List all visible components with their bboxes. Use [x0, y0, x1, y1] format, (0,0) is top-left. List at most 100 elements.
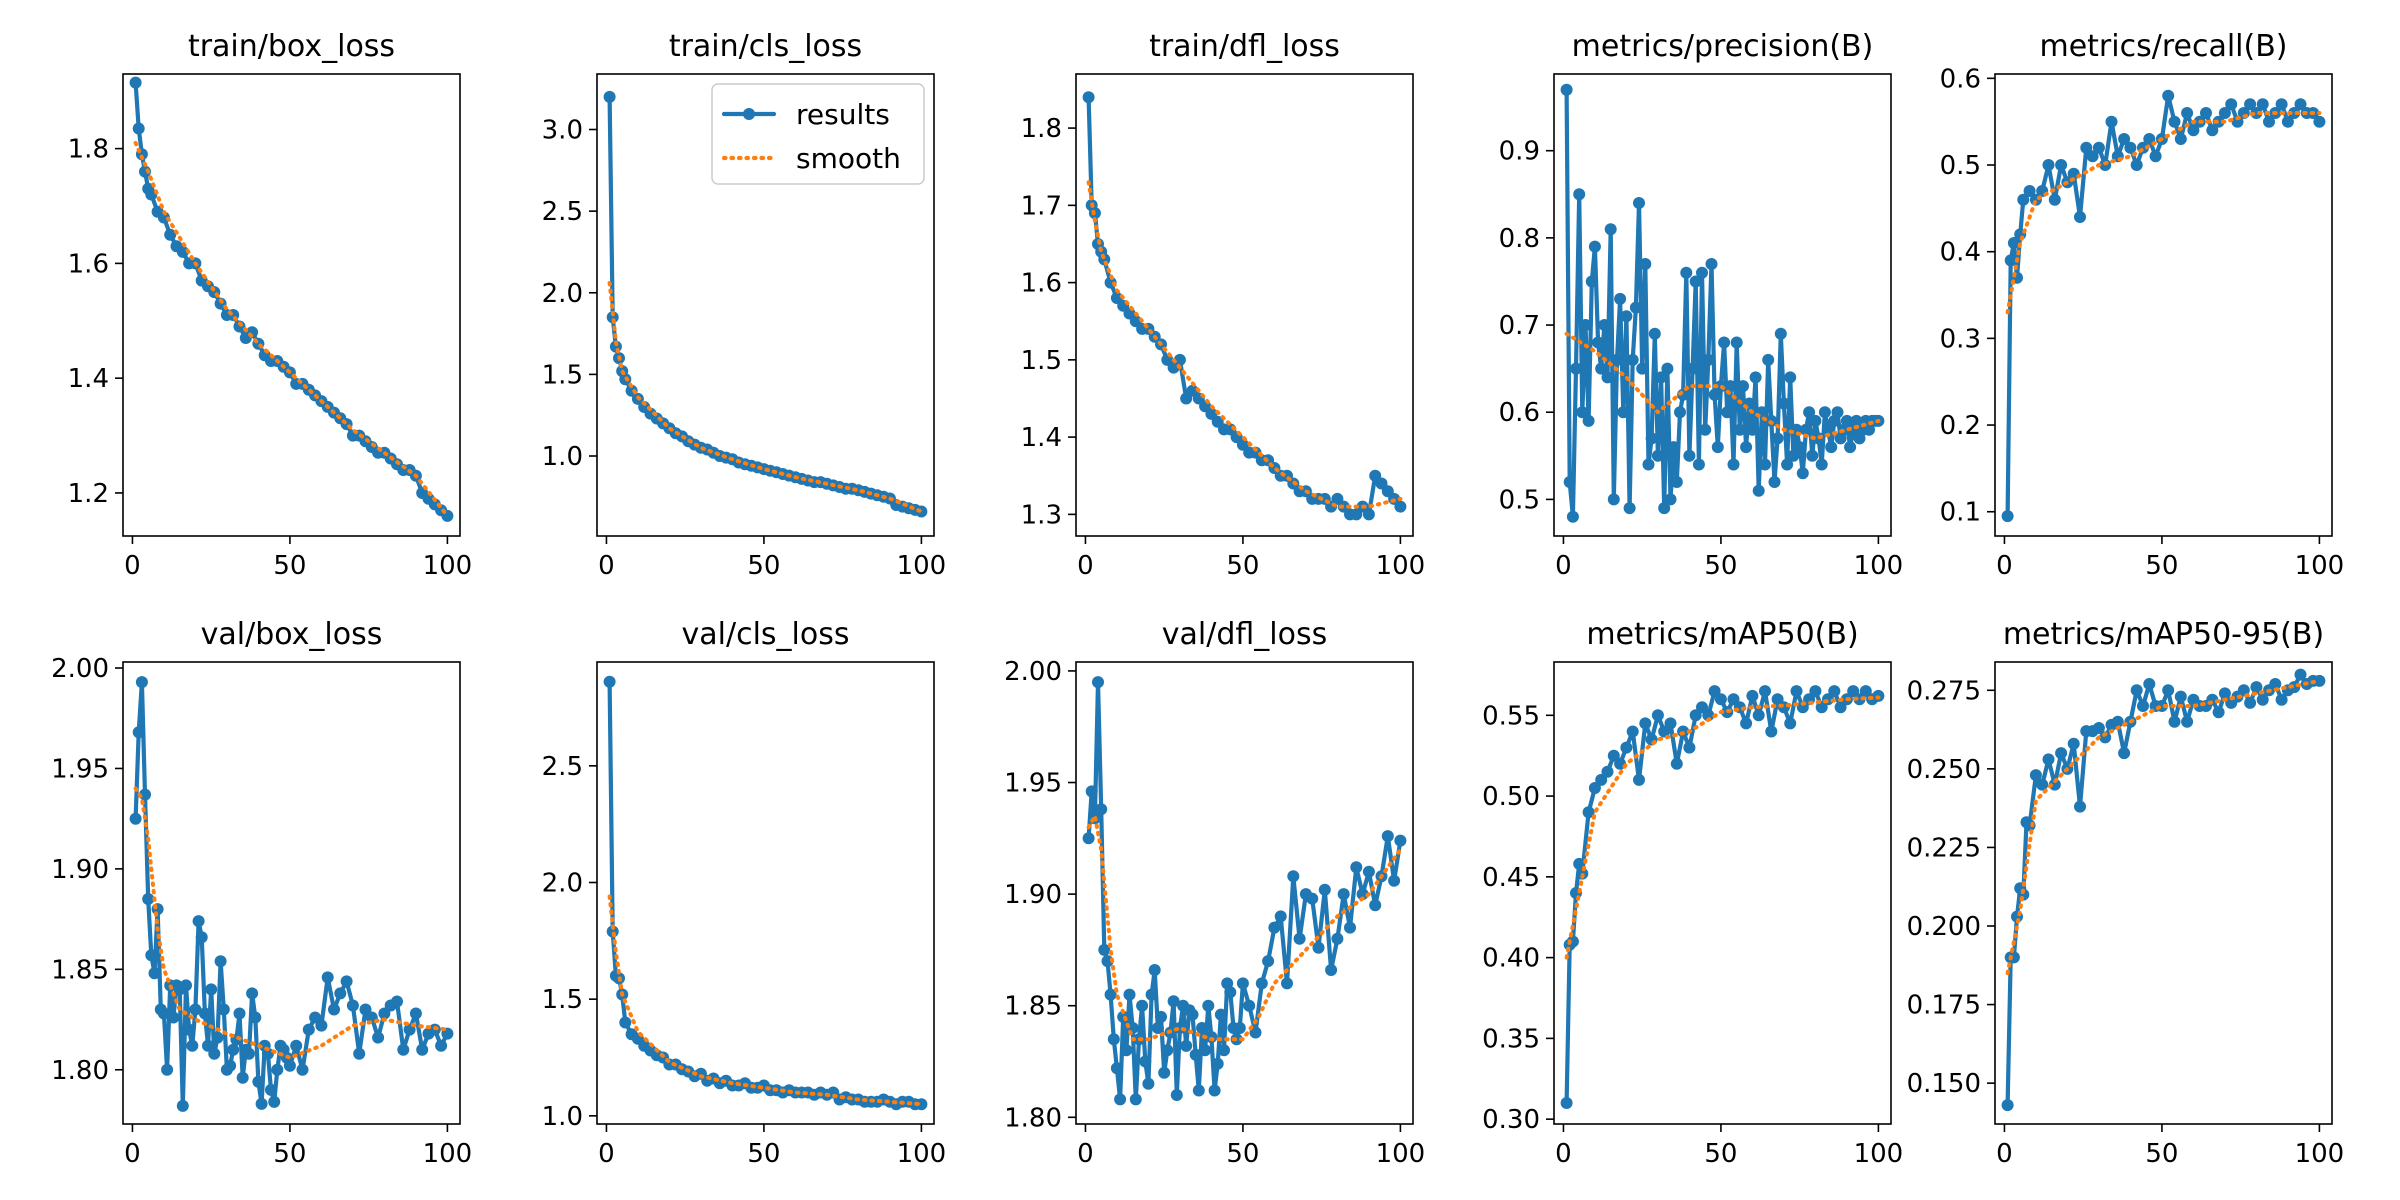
data-point [2042, 753, 2055, 766]
x-tick-label: 100 [897, 1139, 947, 1169]
data-point [243, 1047, 255, 1060]
y-tick-label: 0.250 [1907, 755, 1981, 785]
data-point [1101, 955, 1114, 968]
data-point [1331, 932, 1344, 945]
data-point [1733, 423, 1746, 436]
data-point [2004, 254, 2017, 267]
y-tick-label: 1.4 [68, 364, 109, 394]
data-point [346, 999, 359, 1012]
data-point [1233, 1022, 1246, 1034]
axes-frame [596, 73, 935, 537]
data-point [1139, 1055, 1152, 1068]
data-point [2162, 684, 2175, 697]
y-tick-label: 1.2 [68, 479, 109, 509]
data-point [321, 971, 334, 984]
x-tick-label: 50 [1226, 551, 1259, 581]
data-point [132, 726, 145, 739]
data-point [2275, 98, 2288, 111]
y-tick-label: 0.50 [1482, 782, 1540, 812]
data-point [1689, 709, 1702, 722]
data-point [2187, 124, 2200, 137]
data-point [1752, 484, 1765, 497]
data-point [189, 1003, 202, 1016]
data-point [208, 1047, 221, 1060]
y-tick-label: 1.5 [542, 985, 583, 1015]
y-tick-label: 0.55 [1482, 701, 1540, 731]
data-point [2244, 696, 2257, 709]
data-point [1696, 701, 1708, 714]
data-point [1161, 1044, 1174, 1057]
data-point [334, 987, 347, 1000]
x-tick-label: 50 [2145, 551, 2178, 581]
data-point [2074, 211, 2086, 223]
data-point [1601, 765, 1614, 778]
data-point [1611, 353, 1623, 366]
axes-frame [1075, 661, 1414, 1125]
data-point [606, 311, 619, 324]
data-point [2225, 98, 2238, 111]
y-tick-label: 1.6 [1021, 269, 1062, 299]
series-line-smooth [607, 281, 924, 514]
data-point [2269, 678, 2282, 690]
axes-frame [1553, 661, 1892, 1125]
y-tick-label: 1.80 [51, 1056, 109, 1086]
data-point [1689, 275, 1702, 288]
series-line-smooth [1564, 695, 1881, 960]
data-point [1560, 1097, 1573, 1109]
data-point [1664, 717, 1677, 730]
data-point [2313, 115, 2326, 128]
data-point [255, 1097, 268, 1110]
data-point [1362, 865, 1375, 878]
data-point [619, 1016, 632, 1029]
subplot: metrics/mAP50-95(B) 0 50 100 0.150 0.175 0.200… [1907, 617, 2345, 1169]
data-point [1287, 870, 1300, 883]
data-point [1781, 458, 1794, 471]
x-tick-label: 50 [2145, 1139, 2178, 1169]
data-point [2067, 737, 2080, 750]
data-point [2036, 778, 2049, 791]
data-point [1579, 319, 1592, 331]
data-point [198, 1007, 211, 1020]
subplot: train/cls_loss 0 50 100 1.0 1.5 2.0 2.5 3.0 resul… [542, 29, 947, 581]
legend-box [711, 83, 925, 185]
data-point [1633, 197, 1645, 209]
data-point [1350, 861, 1363, 874]
data-point [2174, 690, 2187, 703]
y-tick-label: 0.5 [1499, 485, 1540, 515]
series-line-results [607, 679, 924, 1107]
subplot-title: val/box_loss [201, 617, 383, 652]
data-point [1661, 362, 1674, 375]
data-point [1777, 397, 1790, 410]
data-point [1639, 717, 1652, 730]
data-point [1651, 449, 1664, 462]
data-point [1173, 353, 1186, 366]
x-tick-label: 50 [747, 551, 780, 581]
data-point [1151, 1022, 1164, 1034]
data-point [1718, 336, 1731, 349]
series-line-results [2005, 672, 2322, 1108]
subplot: train/box_loss 0 50 100 1.2 1.4 1.6 1.8 [68, 29, 473, 581]
y-tick-label: 0.150 [1907, 1069, 1981, 1099]
data-point [1582, 806, 1595, 819]
x-tick-label: 100 [1376, 551, 1426, 581]
data-point [180, 979, 192, 992]
data-point [1607, 749, 1620, 762]
data-point [1268, 921, 1281, 934]
subplot: metrics/precision(B) 0 50 100 0.5 0.6 0.7 0.8 0.… [1499, 29, 1904, 581]
data-point [1800, 423, 1812, 436]
data-point [249, 1011, 262, 1024]
series-line-smooth [1086, 180, 1403, 509]
subplot-title: train/dfl_loss [1149, 29, 1340, 64]
data-point [1680, 266, 1693, 279]
data-point [1670, 757, 1683, 770]
data-point [1604, 223, 1617, 236]
data-point [2086, 150, 2099, 163]
data-point [290, 1039, 303, 1052]
data-point [1746, 423, 1759, 436]
data-point [1110, 1062, 1123, 1075]
data-point [236, 1071, 249, 1084]
data-point [157, 1007, 170, 1020]
data-point [1180, 1039, 1193, 1052]
y-tick-label: 0.5 [1940, 151, 1981, 181]
